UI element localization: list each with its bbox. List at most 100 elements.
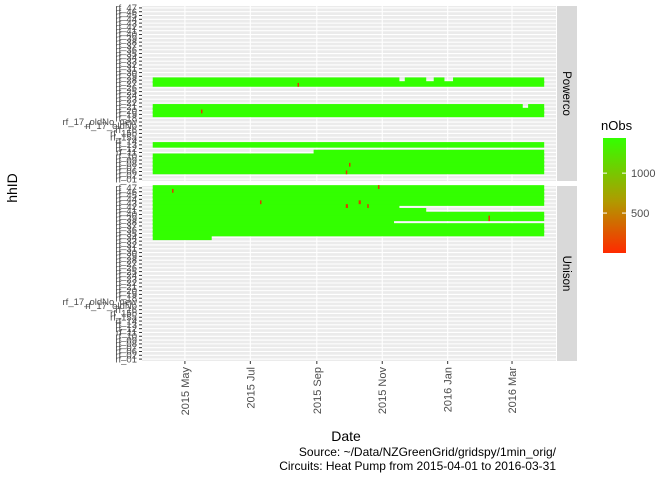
y-tick-label: rf_42	[115, 202, 137, 213]
data-tile-high	[152, 81, 545, 87]
y-tick-label: rf_06	[115, 347, 137, 358]
data-tile-high	[152, 200, 545, 206]
data-tile-low	[172, 188, 174, 195]
data-tile-high	[152, 234, 212, 241]
y-tick-label: rf_41	[115, 26, 137, 37]
data-tile-low	[367, 204, 369, 210]
y-tick-label: rf_09	[115, 335, 137, 346]
data-tile-high	[528, 104, 545, 110]
y-tick-label: rf_40	[115, 210, 137, 221]
caption-source: Source: ~/Data/NZGreenGrid/gridspy/1min_…	[299, 445, 557, 459]
y-tick-label: rf_02	[115, 170, 137, 181]
y-tick-label: rf_13	[115, 320, 137, 331]
y-tick-label: rf_02	[115, 350, 137, 361]
y-tick-label: rf_31	[115, 244, 137, 255]
y-tick-label: rf_26	[115, 83, 137, 94]
y-tick-label: rf_21	[115, 282, 137, 293]
y-tick-label: rf_24	[115, 271, 137, 282]
y-tick-label: rf_17_oldNo_new	[63, 297, 138, 308]
data-tile-high	[152, 164, 545, 171]
y-tick-label: rf_40	[115, 30, 137, 41]
y-tick-label: rf_01	[115, 174, 137, 185]
y-tick-label: rf_27	[115, 79, 137, 90]
y-tick-label: rf_21	[115, 102, 137, 113]
y-tick-label: rf_39	[115, 34, 137, 45]
y-tick-label: rf_01	[115, 354, 137, 365]
y-tick-label: rf_11	[116, 328, 137, 339]
y-tick-label: rf_34	[115, 233, 137, 244]
y-tick-label: rf_32	[115, 60, 137, 71]
y-tick-label: rf_09	[115, 155, 137, 166]
data-tile-high	[404, 77, 427, 83]
y-tick-label: rf_28	[115, 75, 137, 86]
y-tick-label: rf_24	[115, 91, 137, 102]
y-tick-label: rf_13	[115, 140, 137, 151]
y-tick-label: rf_46	[115, 7, 137, 18]
data-tile-low	[377, 185, 380, 191]
legend-tick-label: 500	[631, 208, 649, 220]
y-tick-label: rf_26	[115, 263, 137, 274]
y-tick-label: rf_18	[115, 113, 137, 124]
y-tick-label: rf_15a	[110, 132, 138, 143]
y-tick-label: rf_42	[115, 22, 137, 33]
legend-colorbar	[603, 138, 626, 253]
y-axis-title: hhID	[4, 173, 20, 203]
data-tile-high	[152, 207, 427, 214]
data-tile-high	[152, 168, 545, 175]
x-tick-label: 2015 Sep	[312, 367, 324, 414]
data-tile-high	[152, 188, 545, 195]
y-tick-label: rf_43	[115, 198, 137, 209]
y-tick-label: rf_31	[115, 64, 137, 75]
y-tick-label: rf_38	[115, 37, 137, 48]
y-tick-label: rf_17_oldNo	[85, 121, 137, 132]
y-tick-label: rf_33	[115, 236, 137, 247]
data-tile-low	[358, 200, 361, 206]
y-tick-label: rf_33	[115, 56, 137, 67]
data-tile-high	[313, 149, 545, 156]
y-tick-label: rf_35	[115, 229, 137, 240]
legend: nObs 500 1000	[601, 118, 655, 253]
y-tick-label: rf_23	[115, 94, 137, 105]
y-tick-label: rf_44	[115, 15, 137, 26]
y-tick-label: rf_14	[115, 316, 137, 327]
x-axis: 2015 May 2015 Jul 2015 Sep 2015 Nov 2016 Jan…	[180, 361, 519, 415]
y-tick-label: rf_16	[115, 125, 137, 136]
y-tick-label: rf_39	[115, 214, 137, 225]
y-tick-label: rf_17_oldNo_new	[63, 117, 138, 128]
y-tick-label: rf_35	[115, 49, 137, 60]
y-tick-label: rf_36	[115, 225, 137, 236]
y-tick-label: rf_15b	[110, 309, 137, 320]
data-tile-high	[433, 77, 445, 83]
facet-strip-label: Unison	[560, 256, 572, 292]
y-tick-label: rf_47	[115, 183, 137, 194]
y-tick-label: rf_44	[115, 195, 137, 206]
y-tick-label: rf_20	[115, 286, 137, 297]
y-tick-label: rf_29	[115, 252, 137, 263]
y-tick-label: rf_28	[115, 255, 137, 266]
y-tick-label: rf_37	[115, 221, 137, 232]
y-tick-label: rf_14	[115, 136, 137, 147]
data-tile-high	[152, 211, 545, 218]
y-tick-label: rf_25	[115, 267, 137, 278]
y-tick-label: rf_45	[115, 191, 137, 202]
data-tile-high	[152, 107, 545, 114]
data-tile-high	[152, 153, 545, 160]
y-tick-label: rf_47	[115, 3, 137, 14]
data-tile-high	[152, 142, 545, 148]
data-tile-high	[152, 185, 545, 191]
data-tile-low	[345, 204, 348, 210]
y-tick-label: rf_22	[115, 98, 137, 109]
y-tick-label: rf_12	[115, 324, 137, 335]
data-tile-low	[488, 215, 490, 222]
y-tick-label: rf_17_oldNo	[85, 301, 137, 312]
data-tile-high	[152, 219, 395, 225]
data-tile-high	[152, 230, 545, 237]
y-tick-label: rf_45	[115, 11, 137, 22]
data-tile-high	[152, 204, 400, 210]
data-tile-high	[453, 77, 545, 83]
y-tick-label: rf_29	[115, 72, 137, 83]
y-tick-label: rf_11	[116, 148, 137, 159]
y-tick-label: rf_22	[115, 278, 137, 289]
data-tile-high	[152, 157, 545, 163]
